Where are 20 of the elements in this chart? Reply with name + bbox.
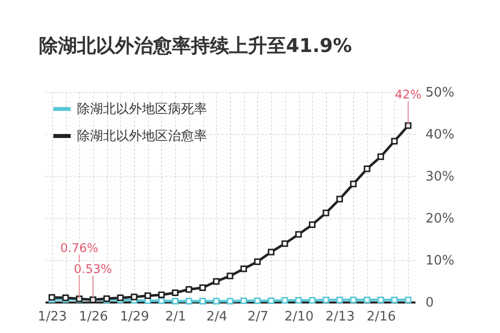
x-tick-label: 2/16: [366, 310, 396, 324]
x-tick-label: 2/7: [247, 310, 268, 324]
data-label: 42%: [394, 88, 422, 102]
y-tick-label: 10%: [426, 254, 454, 268]
x-tick-label: 1/23: [38, 310, 67, 324]
legend-label: 除湖北以外地区病死率: [77, 101, 207, 117]
x-tick-label: 2/1: [165, 310, 186, 324]
x-tick-label: 2/4: [206, 310, 228, 324]
y-tick-label: 0: [426, 296, 434, 310]
legend-label: 除湖北以外地区治愈率: [77, 128, 207, 144]
y-tick-label: 30%: [426, 170, 454, 184]
x-tick-label: 2/13: [326, 310, 355, 324]
y-tick-label: 20%: [426, 212, 454, 226]
x-tick-label: 1/26: [78, 310, 108, 324]
x-tick-label: 2/10: [284, 310, 314, 324]
y-tick-label: 40%: [426, 128, 454, 142]
data-label: 0.76%: [60, 240, 98, 255]
y-tick-label: 50%: [426, 86, 454, 100]
chart-title: 除湖北以外治愈率持续上升至41.9%: [39, 35, 352, 57]
x-tick-label: 1/29: [120, 310, 150, 324]
